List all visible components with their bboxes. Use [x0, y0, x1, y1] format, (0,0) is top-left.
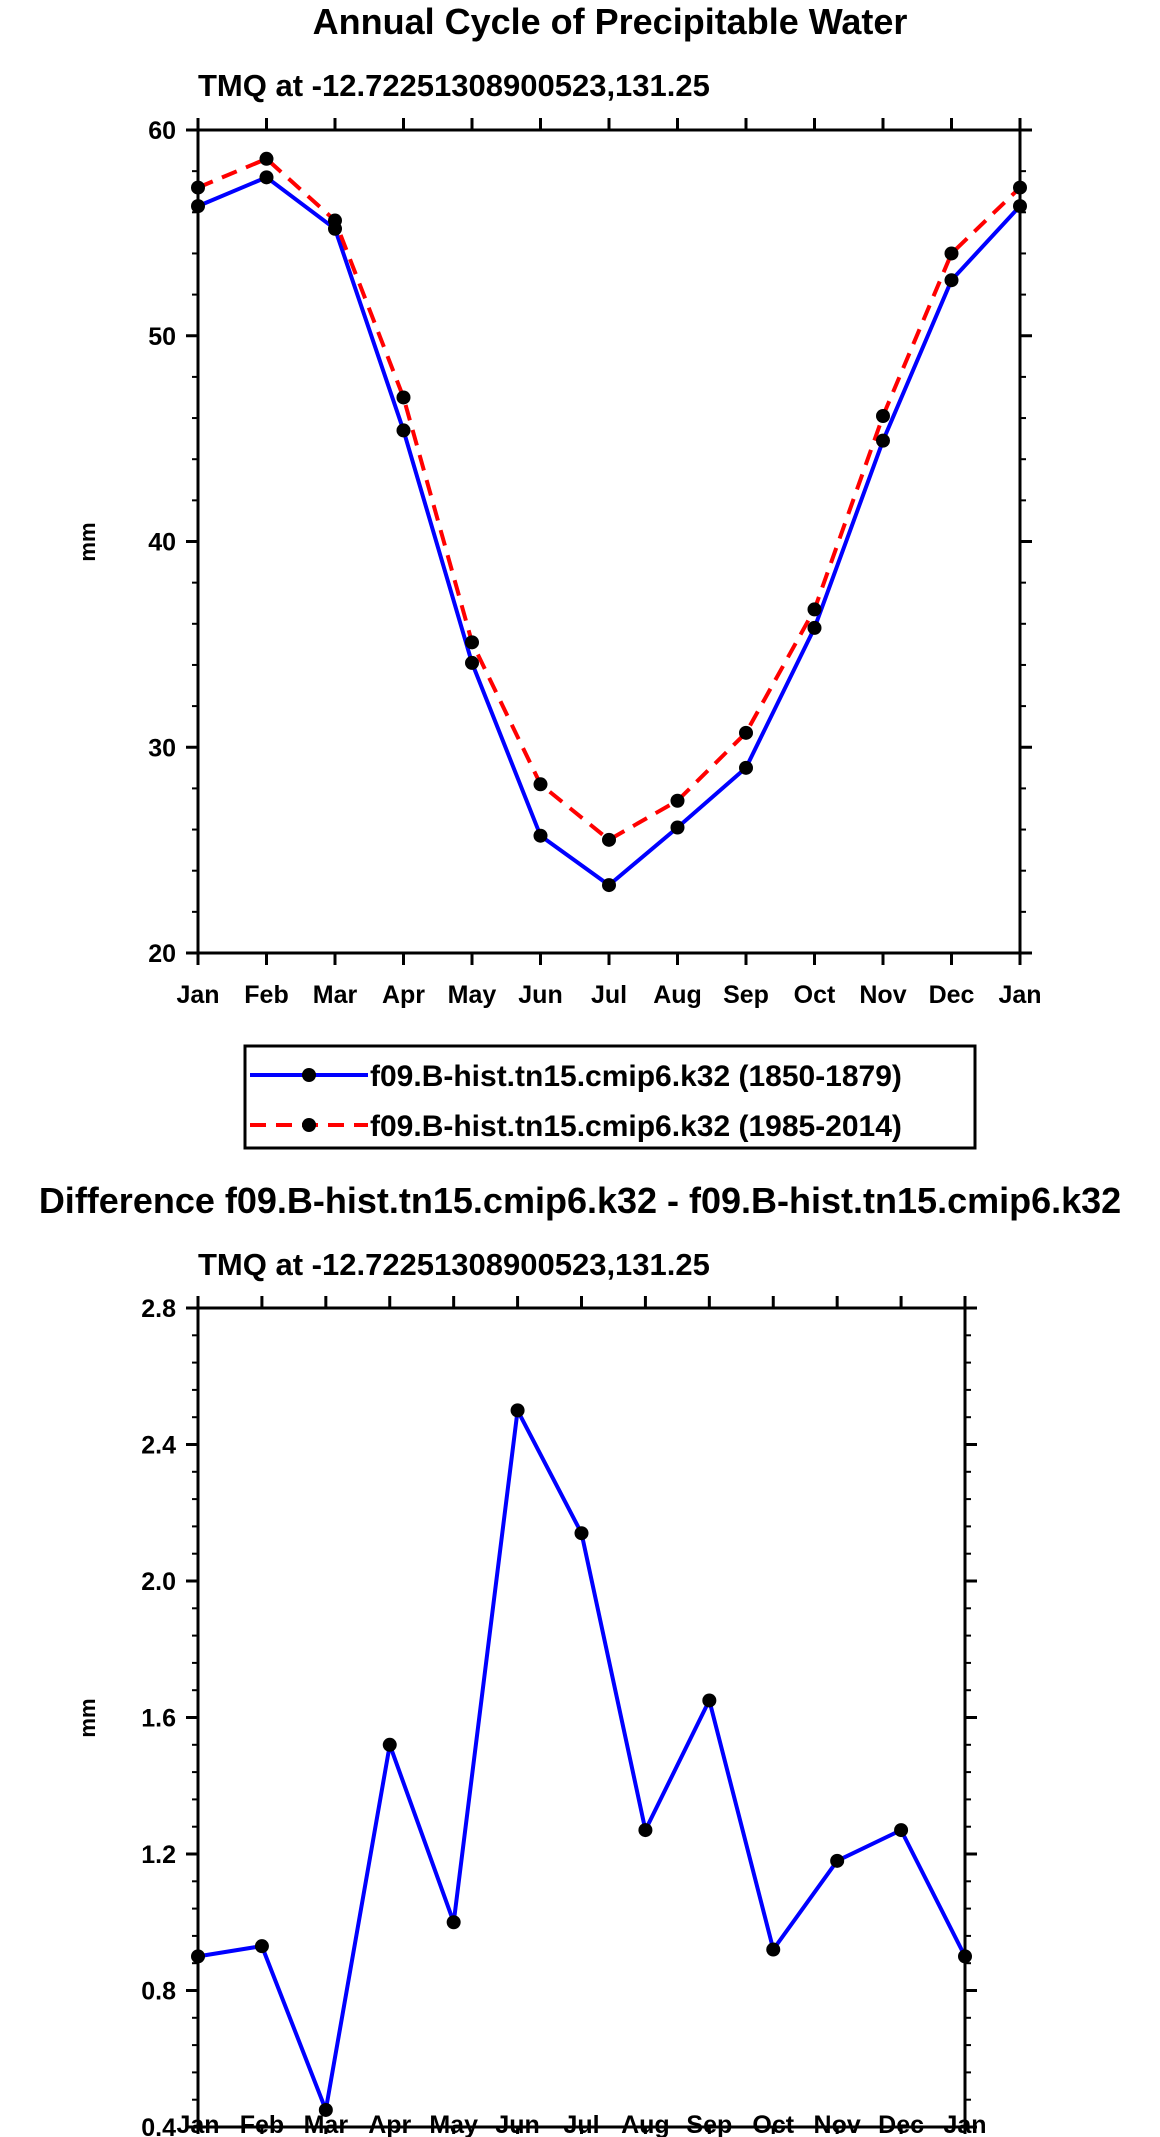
chart2-series-1-point [510, 1403, 525, 1418]
chart1-frame [196, 128, 1022, 955]
chart1-xtick-label: Nov [859, 981, 906, 1009]
legend-label-series-2: f09.B-hist.tn15.cmip6.k32 (1985-2014) [370, 1110, 902, 1143]
chart2-ytick-label: 1.6 [141, 1705, 176, 1733]
legend-marker-series-2 [302, 1118, 316, 1132]
chart1-series-2-point [876, 408, 890, 423]
chart2-xtick-label: Oct [752, 2111, 794, 2137]
chart1-series-1-point [191, 199, 205, 214]
chart2-xtick-label: Jul [563, 2111, 599, 2137]
chart1-series-2-point [602, 832, 616, 847]
chart1-xtick-label: Feb [244, 981, 288, 1009]
chart2-series-1-point [638, 1823, 653, 1838]
chart1-xtick-label: Sep [723, 981, 769, 1009]
chart1-series-2-point [533, 777, 548, 792]
chart1-xtick-label: Dec [929, 981, 975, 1009]
chart1-ytick-label: 30 [148, 734, 176, 762]
chart1-series-2-point [191, 180, 205, 195]
chart2-ytick-label: 0.8 [141, 1978, 176, 2006]
chart1-xtick-label: Jan [998, 981, 1041, 1009]
chart1-ytick-label: 50 [148, 323, 176, 351]
legend-marker-series-1 [302, 1068, 316, 1082]
chart1-series-1-point [396, 423, 411, 438]
chart2-series-1-line [197, 1408, 967, 2112]
chart2-series-1-point [958, 1949, 972, 1964]
chart2-ylabel: mm [75, 1698, 100, 1737]
chart1-series-1-point [465, 655, 479, 670]
chart1-plot: 20 30 40 50 60 Jan Feb Mar Apr May Jun Jul Aug Sep Oct… [148, 117, 1041, 1009]
chart2-xtick-label: Nov [814, 2111, 861, 2137]
chart1-series-1-point [602, 878, 616, 893]
chart2-xtick-label: Feb [240, 2111, 284, 2137]
chart2-xtick-label: Dec [878, 2111, 924, 2137]
chart2-xtick-label: May [429, 2111, 478, 2137]
chart2-series-1-point [766, 1942, 781, 1957]
chart1-series-1-point [533, 828, 548, 843]
chart2-xtick-label: Jun [495, 2111, 539, 2137]
chart2-series-1-point [830, 1853, 845, 1868]
legend-label-series-1: f09.B-hist.tn15.cmip6.k32 (1850-1879) [370, 1060, 902, 1093]
chart1-xtick-label: Oct [794, 981, 836, 1009]
chart1-xtick-label: Mar [313, 981, 358, 1009]
chart1-series-2-point [944, 246, 959, 261]
chart1-xtick-label: Jun [518, 981, 562, 1009]
chart1-series-1-point [739, 760, 753, 775]
chart2-ytick-label: 0.4 [141, 2114, 176, 2137]
chart1-xtick-label: Apr [382, 981, 425, 1009]
chart1-xtick-label: Aug [653, 981, 702, 1009]
chart1-series-2-point [259, 151, 274, 166]
chart2-ytick-label: 2.8 [141, 1295, 176, 1323]
chart2-title: Difference f09.B-hist.tn15.cmip6.k32 - f… [39, 1180, 1121, 1221]
chart2-series-1-point [574, 1526, 589, 1541]
chart1-title: Annual Cycle of Precipitable Water [313, 1, 908, 42]
chart1-series-2-point [396, 390, 411, 405]
chart1-ylabel: mm [75, 522, 100, 561]
chart1-series-2-point [328, 213, 342, 228]
chart1-series-1-point [670, 820, 685, 835]
legend-box [243, 1044, 977, 1150]
chart1-xtick-label: Jul [591, 981, 627, 1009]
chart2-xtick-label: Jan [943, 2111, 986, 2137]
chart1-series-1-point [1013, 199, 1027, 214]
chart1-series-2-line [197, 156, 1022, 842]
chart2-series-1-point [702, 1693, 717, 1708]
chart2-xtick-label: Jan [176, 2111, 219, 2137]
chart2-series-1-point [894, 1823, 909, 1838]
chart1-series-1-line [197, 175, 1022, 888]
chart2-xtick-label: Sep [686, 2111, 732, 2137]
chart2-frame [196, 1306, 967, 2129]
chart2-subtitle: TMQ at -12.72251308900523,131.25 [198, 1247, 710, 1282]
chart2-ytick-label: 1.2 [141, 1841, 176, 1869]
chart2-series-1-point [318, 2102, 333, 2117]
chart1-series-1-point [876, 433, 890, 448]
chart1-series-1-point [944, 273, 959, 288]
chart1-ytick-label: 60 [148, 117, 176, 145]
chart2-xtick-label: Apr [368, 2111, 411, 2137]
chart2-series-1-point [254, 1939, 269, 1954]
chart1-series-2-point [1013, 180, 1027, 195]
chart1-xtick-label: Jan [176, 981, 219, 1009]
chart1-ytick-label: 40 [148, 529, 176, 557]
chart1-series-2-point [739, 725, 753, 740]
chart1-ytick-label: 20 [148, 940, 176, 968]
chart2-ytick-label: 2.4 [141, 1432, 176, 1460]
chart1-xtick-label: May [448, 981, 497, 1009]
chart1-subtitle: TMQ at -12.72251308900523,131.25 [198, 68, 710, 103]
chart1-series-1-point [259, 170, 274, 185]
chart2-series-1-point [446, 1915, 461, 1930]
chart2-series-1-point [382, 1737, 397, 1752]
chart2-xtick-label: Aug [621, 2111, 670, 2137]
chart1-series-1-point [807, 620, 822, 635]
legend: f09.B-hist.tn15.cmip6.k32 (1850-1879) f0… [243, 1044, 977, 1150]
chart1-series-2-point [465, 635, 479, 650]
chart2-series-1-point [191, 1949, 205, 1964]
chart1-series-2-point [670, 793, 685, 808]
chart1-series-2-point [807, 602, 822, 617]
chart2-ytick-label: 2.0 [141, 1568, 176, 1596]
